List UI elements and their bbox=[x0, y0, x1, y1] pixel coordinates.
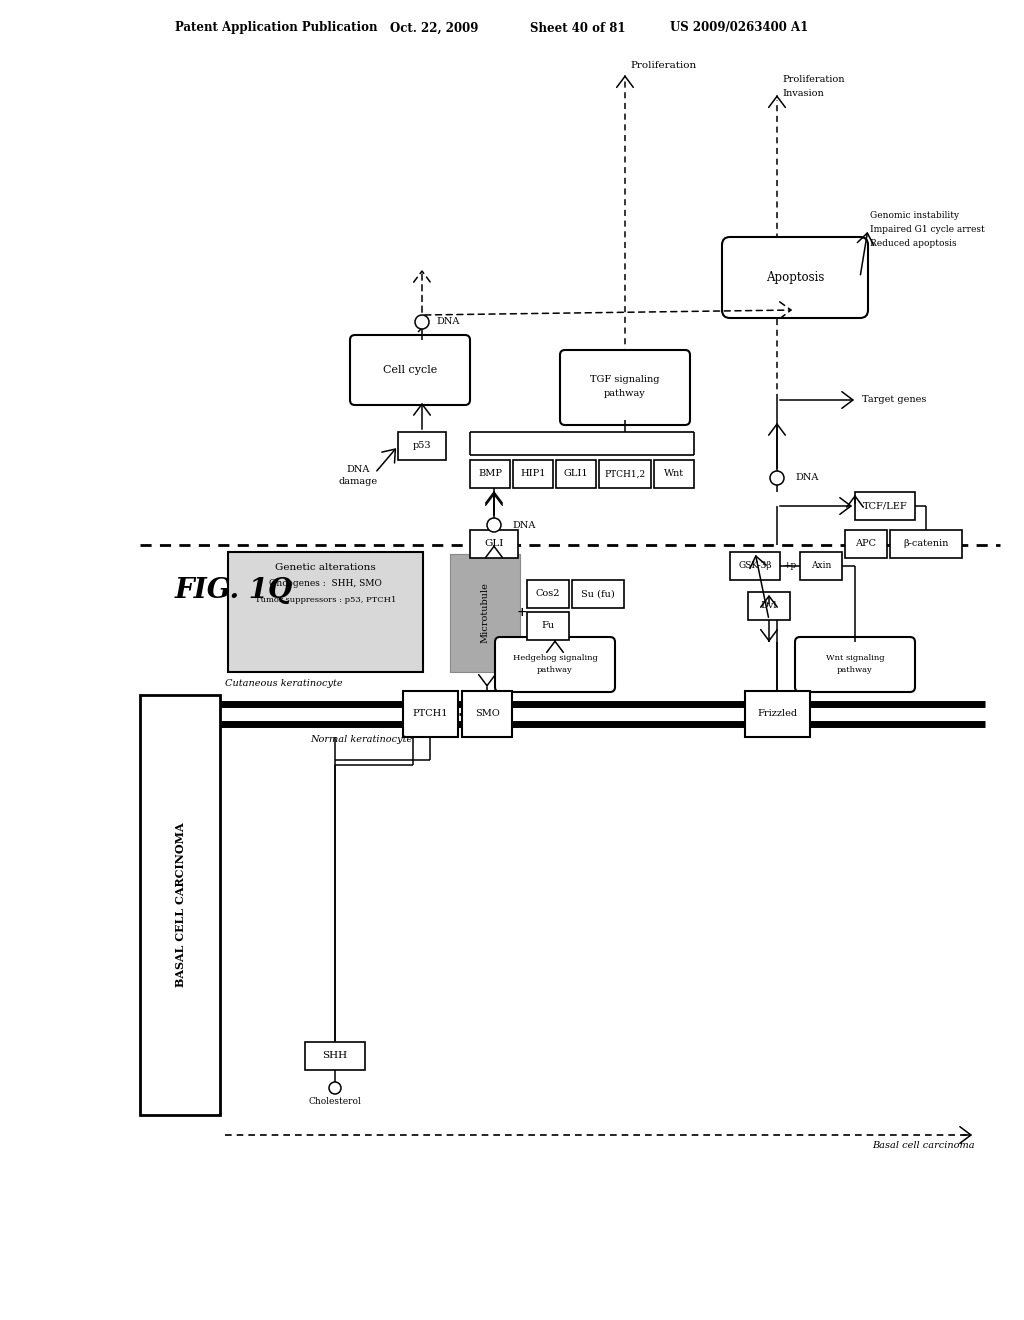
Bar bbox=[654, 459, 694, 488]
Text: Genomic instability: Genomic instability bbox=[870, 210, 959, 219]
Bar bbox=[748, 591, 790, 620]
Bar bbox=[745, 690, 810, 737]
Bar bbox=[398, 432, 446, 459]
Text: Impaired G1 cycle arrest: Impaired G1 cycle arrest bbox=[870, 224, 985, 234]
Text: US 2009/0263400 A1: US 2009/0263400 A1 bbox=[670, 21, 808, 34]
Text: Su (fu): Su (fu) bbox=[582, 590, 614, 598]
Text: Basal cell carcinoma: Basal cell carcinoma bbox=[872, 1140, 975, 1150]
Text: Wnt: Wnt bbox=[664, 470, 684, 479]
Text: Normal keratinocyte: Normal keratinocyte bbox=[310, 735, 413, 744]
Bar bbox=[470, 459, 510, 488]
Text: SHH: SHH bbox=[323, 1052, 347, 1060]
Text: GLI: GLI bbox=[484, 540, 504, 549]
Text: PTCH1: PTCH1 bbox=[413, 710, 447, 718]
Text: Frizzled: Frizzled bbox=[757, 710, 797, 718]
Text: GSK-3β: GSK-3β bbox=[738, 561, 772, 570]
Text: Axin: Axin bbox=[811, 561, 831, 570]
Bar bbox=[890, 531, 962, 558]
Text: BASAL CELL CARCINOMA: BASAL CELL CARCINOMA bbox=[174, 822, 185, 987]
Text: Oct. 22, 2009: Oct. 22, 2009 bbox=[390, 21, 478, 34]
FancyBboxPatch shape bbox=[795, 638, 915, 692]
Text: Tumor suppressors : p53, PTCH1: Tumor suppressors : p53, PTCH1 bbox=[255, 597, 396, 605]
Text: TGF signaling: TGF signaling bbox=[590, 375, 659, 384]
Text: Reduced apoptosis: Reduced apoptosis bbox=[870, 239, 956, 248]
FancyBboxPatch shape bbox=[560, 350, 690, 425]
Bar bbox=[403, 690, 458, 737]
Text: Fu: Fu bbox=[542, 622, 555, 631]
Text: Microtubule: Microtubule bbox=[480, 582, 489, 643]
Text: Genetic alterations: Genetic alterations bbox=[275, 562, 376, 572]
FancyBboxPatch shape bbox=[350, 335, 470, 405]
Text: +p: +p bbox=[783, 561, 797, 570]
Text: Proliferation: Proliferation bbox=[630, 61, 696, 70]
Bar bbox=[730, 552, 780, 579]
FancyBboxPatch shape bbox=[495, 638, 615, 692]
Bar bbox=[462, 690, 512, 737]
Text: Cos2: Cos2 bbox=[536, 590, 560, 598]
Text: Target genes: Target genes bbox=[862, 396, 927, 404]
Text: pathway: pathway bbox=[604, 389, 646, 399]
Text: DNA: DNA bbox=[436, 318, 460, 326]
FancyBboxPatch shape bbox=[722, 238, 868, 318]
Bar bbox=[800, 552, 842, 579]
Bar bbox=[527, 612, 569, 640]
Text: Hedgehog signaling: Hedgehog signaling bbox=[513, 655, 597, 663]
Circle shape bbox=[329, 1082, 341, 1094]
Text: GLI1: GLI1 bbox=[563, 470, 589, 479]
Text: TCF/LEF: TCF/LEF bbox=[862, 502, 907, 511]
Circle shape bbox=[415, 315, 429, 329]
Text: HIP1: HIP1 bbox=[520, 470, 546, 479]
Text: Patent Application Publication: Patent Application Publication bbox=[175, 21, 378, 34]
Text: p53: p53 bbox=[413, 441, 431, 450]
Bar bbox=[527, 579, 569, 609]
Bar bbox=[228, 552, 423, 672]
Text: pathway: pathway bbox=[838, 667, 872, 675]
Circle shape bbox=[770, 471, 784, 484]
Text: Invasion: Invasion bbox=[782, 90, 823, 99]
Text: SMO: SMO bbox=[475, 710, 500, 718]
Bar bbox=[855, 492, 915, 520]
Bar bbox=[599, 459, 651, 488]
Text: +: + bbox=[517, 606, 527, 619]
Text: BMP: BMP bbox=[478, 470, 502, 479]
Text: Wnt signaling: Wnt signaling bbox=[825, 655, 885, 663]
Text: FIG. 1Q: FIG. 1Q bbox=[175, 577, 293, 603]
Bar bbox=[572, 579, 624, 609]
Text: Cutaneous keratinocyte: Cutaneous keratinocyte bbox=[225, 680, 343, 689]
Text: Dvl: Dvl bbox=[761, 602, 777, 610]
Text: DNA: DNA bbox=[795, 474, 818, 483]
Text: Proliferation: Proliferation bbox=[782, 75, 845, 84]
Text: APC: APC bbox=[855, 540, 877, 549]
Text: PTCH1,2: PTCH1,2 bbox=[604, 470, 645, 479]
Text: Cell cycle: Cell cycle bbox=[383, 366, 437, 375]
Bar bbox=[305, 1041, 365, 1071]
Text: pathway: pathway bbox=[538, 667, 572, 675]
Bar bbox=[845, 531, 887, 558]
Bar bbox=[470, 531, 518, 558]
Text: DNA: DNA bbox=[512, 520, 536, 529]
Bar bbox=[556, 459, 596, 488]
Circle shape bbox=[487, 517, 501, 532]
Bar bbox=[513, 459, 553, 488]
Text: Oncogenes :  SHH, SMO: Oncogenes : SHH, SMO bbox=[269, 579, 382, 589]
Bar bbox=[140, 696, 220, 1115]
Bar bbox=[450, 554, 520, 672]
Text: damage: damage bbox=[339, 478, 378, 487]
Text: Apoptosis: Apoptosis bbox=[766, 271, 824, 284]
Text: Cholesterol: Cholesterol bbox=[308, 1097, 361, 1106]
Text: Sheet 40 of 81: Sheet 40 of 81 bbox=[530, 21, 626, 34]
Text: β-catenin: β-catenin bbox=[903, 540, 948, 549]
Text: DNA: DNA bbox=[346, 466, 370, 474]
